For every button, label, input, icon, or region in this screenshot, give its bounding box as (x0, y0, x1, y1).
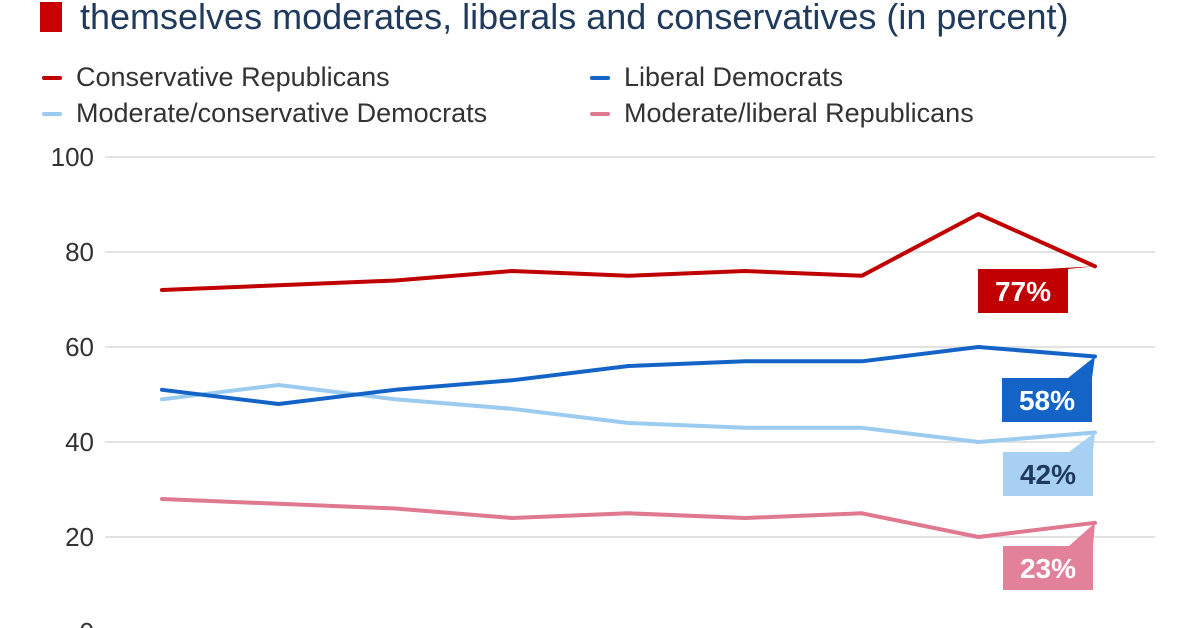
legend-item-moderate-conservative-democrats: Moderate/conservative Democrats (42, 98, 487, 129)
legend: Conservative Republicans Liberal Democra… (42, 62, 1142, 134)
series-line (160, 345, 1097, 406)
end-value-label: 58% (1019, 385, 1075, 416)
y-tick-label: 60 (65, 332, 94, 362)
title-marker (40, 2, 62, 32)
legend-item-conservative-republicans: Conservative Republicans (42, 62, 390, 93)
end-label-pointer (1044, 266, 1095, 269)
y-tick-label: 20 (65, 522, 94, 552)
legend-label: Moderate/liberal Republicans (624, 98, 974, 128)
chart-title: themselves moderates, liberals and conse… (80, 0, 1069, 37)
end-value-label: 77% (995, 276, 1051, 307)
end-label-box (1003, 546, 1093, 590)
legend-label: Liberal Democrats (624, 62, 844, 92)
legend-swatch (42, 111, 62, 116)
legend-swatch (590, 75, 610, 80)
chart-title-row: themselves moderates, liberals and conse… (40, 0, 1068, 42)
legend-label: Moderate/conservative Democrats (76, 98, 488, 128)
legend-item-moderate-liberal-republicans: Moderate/liberal Republicans (590, 98, 974, 129)
y-tick-label: 100 (51, 142, 94, 172)
end-label-pointer (1069, 522, 1095, 546)
y-tick-label: 0 (80, 617, 94, 628)
end-label-box (978, 269, 1068, 313)
legend-label: Conservative Republicans (76, 62, 390, 92)
series-line (160, 212, 1097, 292)
legend-swatch (42, 75, 62, 80)
end-label-pointer (1069, 432, 1095, 452)
end-label-box (1003, 452, 1093, 496)
series-line (160, 383, 1097, 444)
end-value-label: 23% (1020, 553, 1076, 584)
series-line (160, 497, 1097, 539)
end-label-box (1002, 378, 1092, 422)
end-value-label: 42% (1020, 459, 1076, 490)
legend-item-liberal-democrats: Liberal Democrats (590, 62, 843, 93)
legend-swatch (590, 111, 610, 116)
end-label-pointer (1068, 356, 1095, 378)
y-tick-label: 40 (65, 427, 94, 457)
y-tick-label: 80 (65, 237, 94, 267)
